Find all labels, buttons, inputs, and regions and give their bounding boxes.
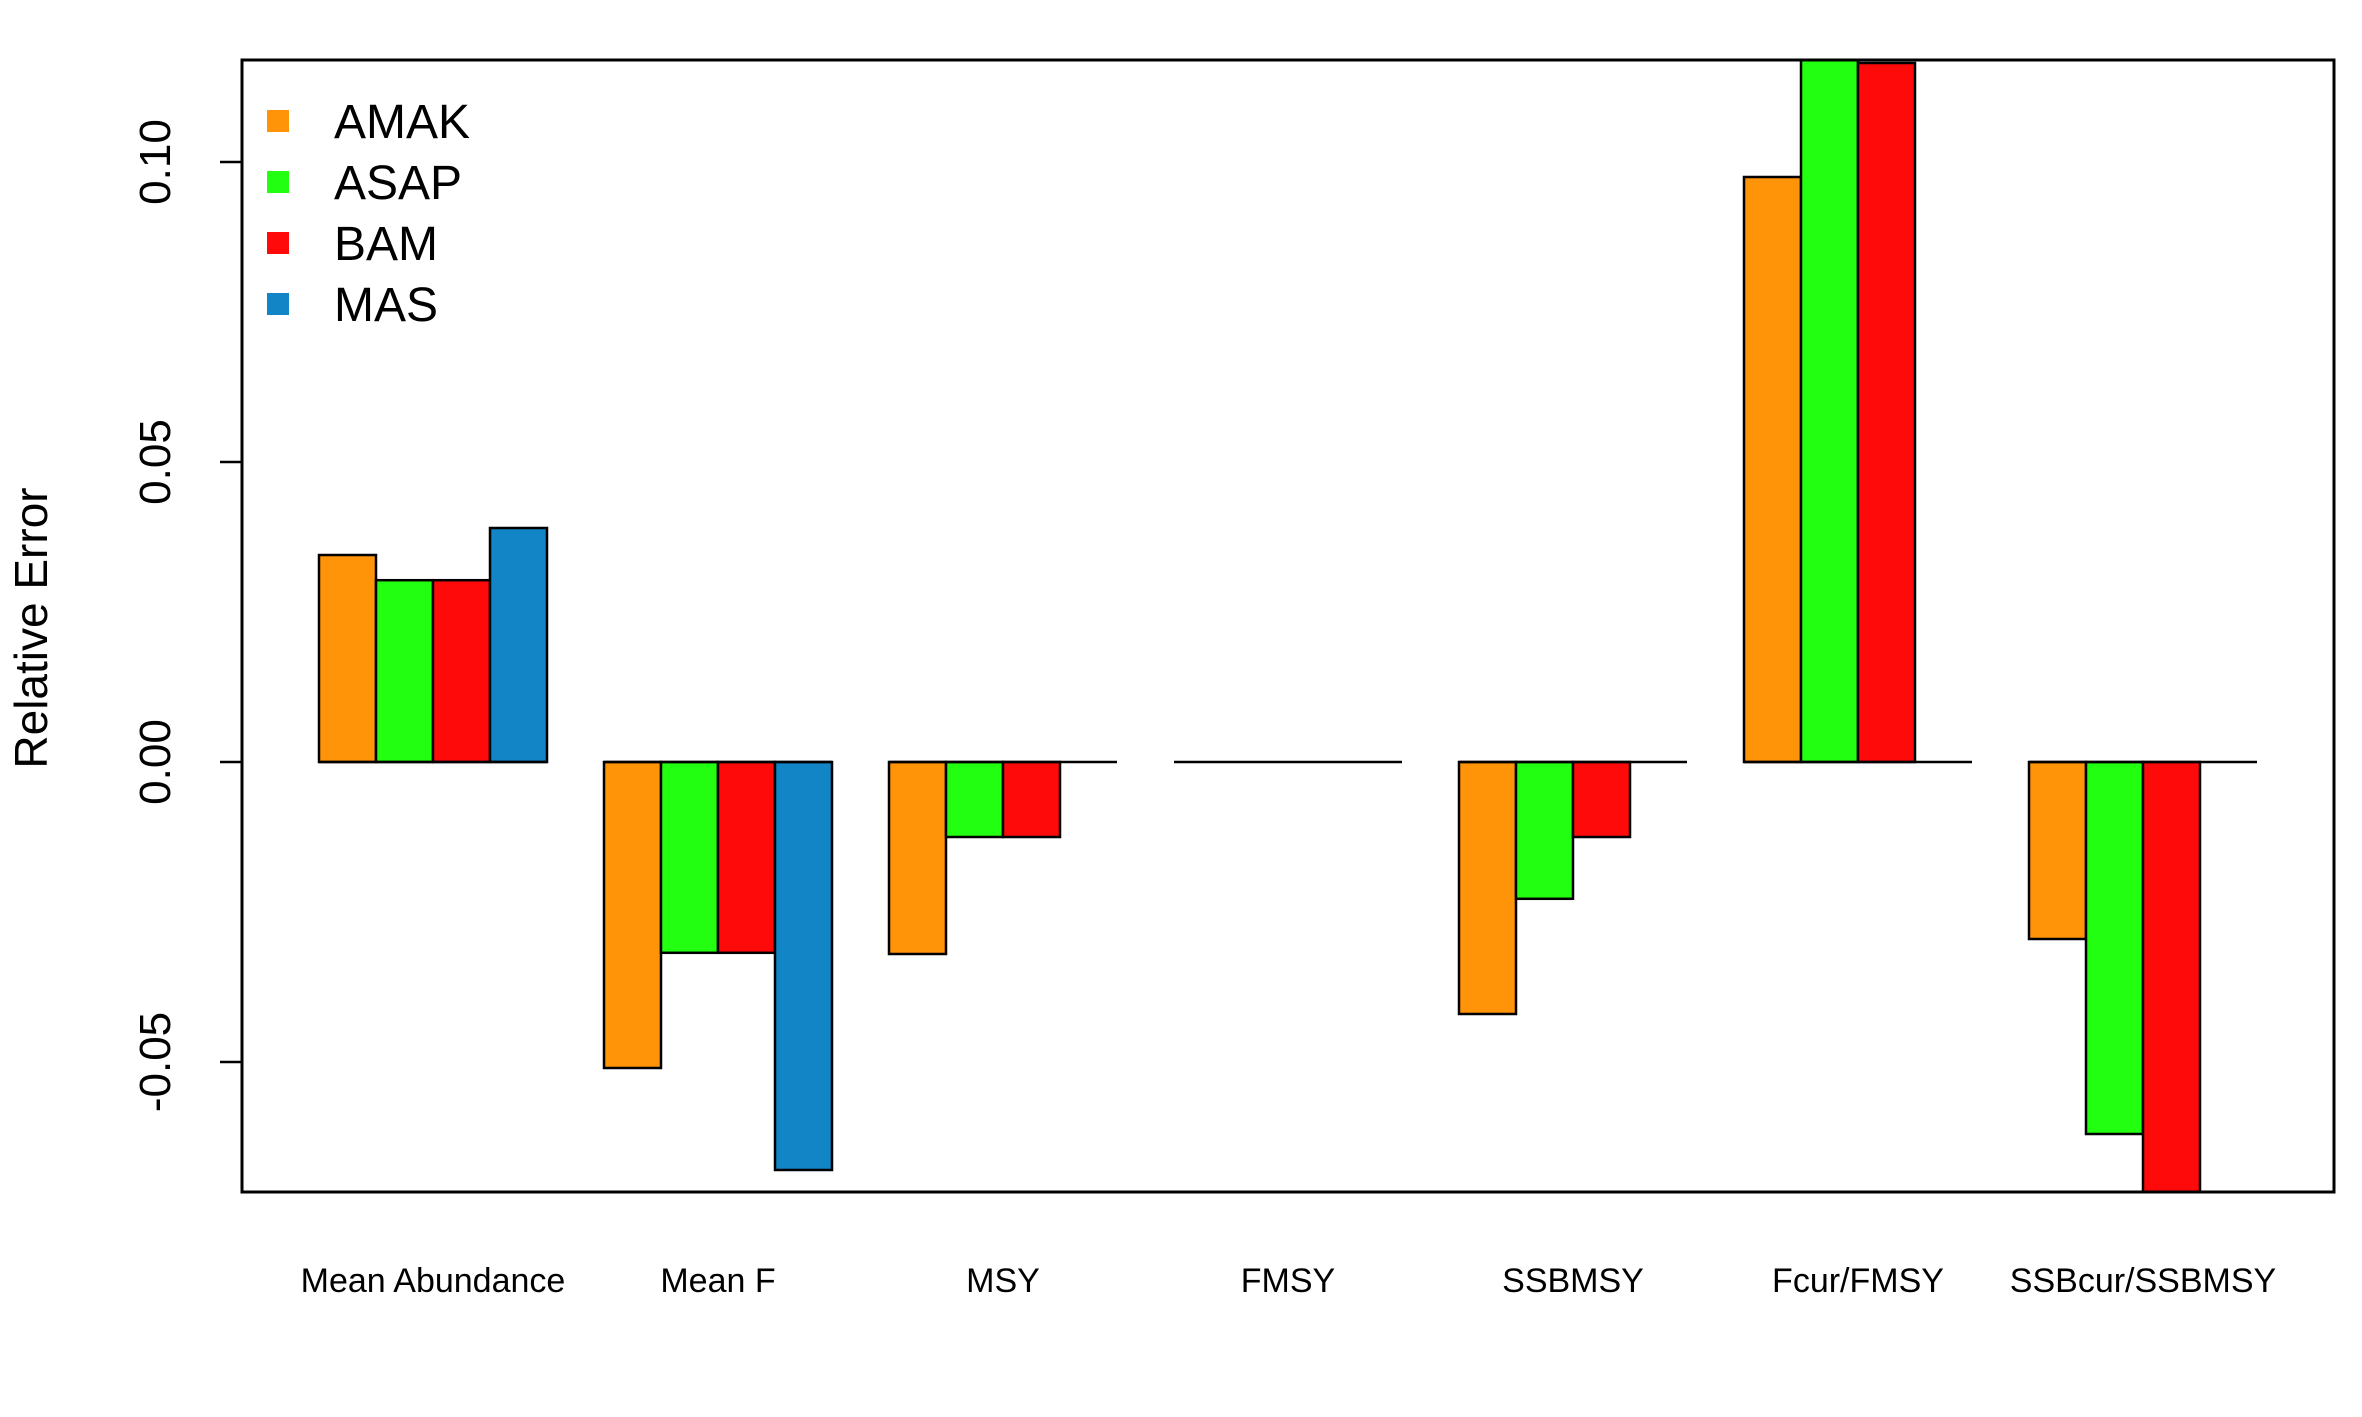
- bar: [488, 526, 549, 764]
- plot-frame: [240, 58, 2336, 1194]
- legend-label: MAS: [334, 279, 438, 332]
- bar: [773, 760, 834, 1172]
- bar-group: [602, 760, 834, 1172]
- bar: [1457, 760, 1518, 1016]
- bar-group: [887, 760, 1117, 956]
- bar: [716, 760, 777, 955]
- bar: [2084, 760, 2145, 1136]
- bar: [431, 578, 492, 764]
- bar: [1001, 760, 1062, 839]
- bar: [659, 760, 720, 955]
- y-axis-title: Relative Error: [5, 487, 57, 768]
- bars-layer: [317, 58, 2257, 1194]
- x-category-label: Fcur/FMSY: [1772, 1262, 1944, 1300]
- bar-group: [317, 526, 549, 764]
- bar-group: [2027, 760, 2257, 1194]
- legend: AMAK ASAP BAM MAS: [267, 96, 470, 332]
- legend-swatch: [267, 110, 289, 132]
- bar: [1514, 760, 1575, 901]
- bar: [2027, 760, 2088, 941]
- bar-group: [1742, 58, 1972, 764]
- x-category-label: SSBMSY: [1502, 1262, 1644, 1300]
- x-category-label: MSY: [966, 1262, 1040, 1300]
- bar: [1742, 175, 1803, 764]
- legend-swatch: [267, 232, 289, 254]
- bar: [944, 760, 1005, 839]
- y-axis: -0.05 0.00 0.05 0.10: [131, 119, 244, 1112]
- bar: [1856, 61, 1917, 764]
- legend-label: AMAK: [334, 96, 470, 149]
- x-category-label: Mean Abundance: [301, 1262, 566, 1300]
- bar: [374, 578, 435, 764]
- bar: [1571, 760, 1632, 839]
- bar: [887, 760, 948, 956]
- x-category-label: SSBcur/SSBMSY: [2010, 1262, 2276, 1300]
- y-tick-label: 0.05: [131, 419, 180, 505]
- x-category-label: Mean F: [660, 1262, 775, 1300]
- y-tick-label: 0.10: [131, 119, 180, 205]
- y-tick-label: -0.05: [131, 1012, 180, 1112]
- bar-group: [1457, 760, 1687, 1016]
- bar: [1799, 58, 1860, 764]
- y-tick-label: 0.00: [131, 719, 180, 805]
- bar: [602, 760, 663, 1070]
- bar: [317, 553, 378, 764]
- legend-swatch: [267, 293, 289, 315]
- legend-label: ASAP: [334, 157, 462, 210]
- x-category-label: FMSY: [1241, 1262, 1335, 1300]
- bar: [2141, 760, 2202, 1194]
- x-axis: Mean Abundance Mean F MSY FMSY SSBMSY Fcur/FM…: [301, 1262, 2277, 1300]
- legend-swatch: [267, 171, 289, 193]
- legend-label: BAM: [334, 218, 438, 271]
